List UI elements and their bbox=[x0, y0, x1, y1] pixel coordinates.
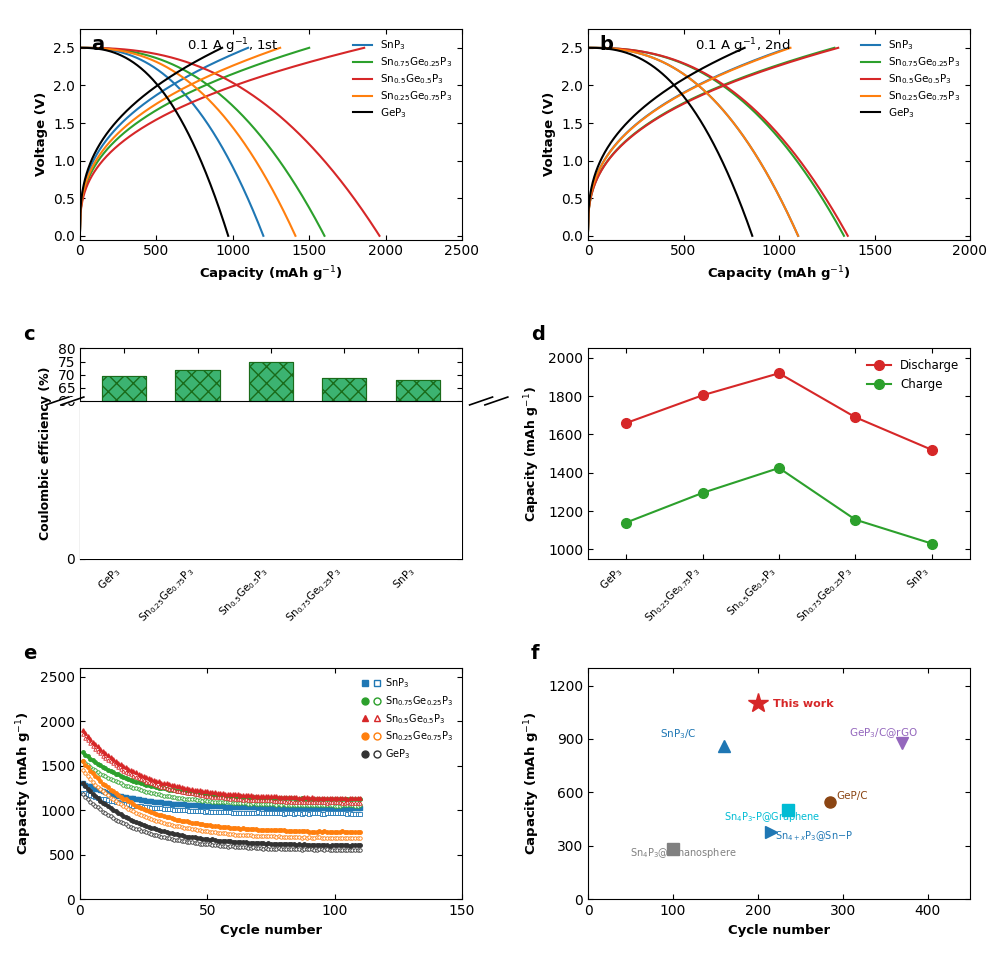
Bar bbox=[175, 370, 220, 401]
Y-axis label: Voltage (V): Voltage (V) bbox=[35, 92, 48, 176]
Text: c: c bbox=[23, 325, 34, 344]
Discharge bbox=[697, 390, 709, 401]
Bar bbox=[102, 376, 146, 559]
Text: 0.1 A g$^{-1}$, 2nd: 0.1 A g$^{-1}$, 2nd bbox=[695, 36, 791, 56]
Y-axis label: Capacity (mAh g$^{-1}$): Capacity (mAh g$^{-1}$) bbox=[523, 712, 542, 856]
Legend: SnP$_3$, Sn$_{0.75}$Ge$_{0.25}$P$_3$, Sn$_{0.5}$Ge$_{0.5}$P$_3$, Sn$_{0.25}$Ge$_: SnP$_3$, Sn$_{0.75}$Ge$_{0.25}$P$_3$, Sn… bbox=[357, 673, 457, 765]
Bar bbox=[396, 380, 440, 559]
Text: 0.1 A g$^{-1}$, 1st: 0.1 A g$^{-1}$, 1st bbox=[187, 36, 279, 56]
Charge bbox=[697, 487, 709, 499]
Text: Sn$_4$P$_3$@C nanosphere: Sn$_4$P$_3$@C nanosphere bbox=[630, 846, 737, 860]
Line: Discharge: Discharge bbox=[621, 368, 937, 454]
Line: Charge: Charge bbox=[621, 463, 937, 548]
Text: Sn$_{4+x}$P$_3$@Sn$-$P: Sn$_{4+x}$P$_3$@Sn$-$P bbox=[775, 829, 853, 842]
Y-axis label: Voltage (V): Voltage (V) bbox=[543, 92, 556, 176]
Text: e: e bbox=[23, 644, 36, 663]
X-axis label: Cycle number: Cycle number bbox=[728, 923, 830, 937]
Text: d: d bbox=[531, 325, 545, 344]
Bar bbox=[102, 376, 146, 401]
Text: GeP$_3$/C@rGO: GeP$_3$/C@rGO bbox=[849, 726, 918, 740]
Text: SnP$_3$/C: SnP$_3$/C bbox=[660, 727, 697, 741]
Text: Sn$_4$P$_3$-P@Graphene: Sn$_4$P$_3$-P@Graphene bbox=[724, 810, 820, 824]
Text: GeP/C: GeP/C bbox=[837, 791, 868, 801]
Bar bbox=[322, 378, 366, 559]
Bar bbox=[175, 370, 220, 559]
Y-axis label: Coulombic efficiency (%): Coulombic efficiency (%) bbox=[39, 366, 52, 541]
Text: f: f bbox=[531, 644, 539, 663]
Text: This work: This work bbox=[773, 699, 834, 709]
Bar bbox=[396, 380, 440, 401]
X-axis label: Capacity (mAh g$^{-1}$): Capacity (mAh g$^{-1}$) bbox=[707, 264, 851, 283]
Y-axis label: Capacity (mAh g$^{-1}$): Capacity (mAh g$^{-1}$) bbox=[523, 386, 542, 521]
Legend: Discharge, Charge: Discharge, Charge bbox=[862, 354, 964, 396]
Bar bbox=[249, 362, 293, 401]
Text: b: b bbox=[599, 36, 613, 54]
Discharge bbox=[849, 412, 861, 424]
Bar bbox=[80, 401, 462, 559]
Charge bbox=[849, 513, 861, 525]
Discharge bbox=[773, 367, 785, 379]
Discharge bbox=[620, 417, 632, 428]
X-axis label: Capacity (mAh g$^{-1}$): Capacity (mAh g$^{-1}$) bbox=[199, 264, 343, 283]
Discharge bbox=[926, 444, 938, 455]
Charge bbox=[926, 538, 938, 549]
Charge bbox=[620, 516, 632, 528]
Text: a: a bbox=[91, 36, 105, 54]
X-axis label: Cycle number: Cycle number bbox=[220, 923, 322, 937]
Y-axis label: Capacity (mAh g$^{-1}$): Capacity (mAh g$^{-1}$) bbox=[15, 712, 34, 856]
Bar bbox=[322, 378, 366, 401]
Bar bbox=[249, 362, 293, 559]
Legend: SnP$_3$, Sn$_{0.75}$Ge$_{0.25}$P$_3$, Sn$_{0.5}$Ge$_{0.5}$P$_3$, Sn$_{0.25}$Ge$_: SnP$_3$, Sn$_{0.75}$Ge$_{0.25}$P$_3$, Sn… bbox=[349, 34, 457, 124]
Charge bbox=[773, 462, 785, 474]
Legend: SnP$_3$, Sn$_{0.75}$Ge$_{0.25}$P$_3$, Sn$_{0.5}$Ge$_{0.5}$P$_3$, Sn$_{0.25}$Ge$_: SnP$_3$, Sn$_{0.75}$Ge$_{0.25}$P$_3$, Sn… bbox=[857, 34, 965, 124]
